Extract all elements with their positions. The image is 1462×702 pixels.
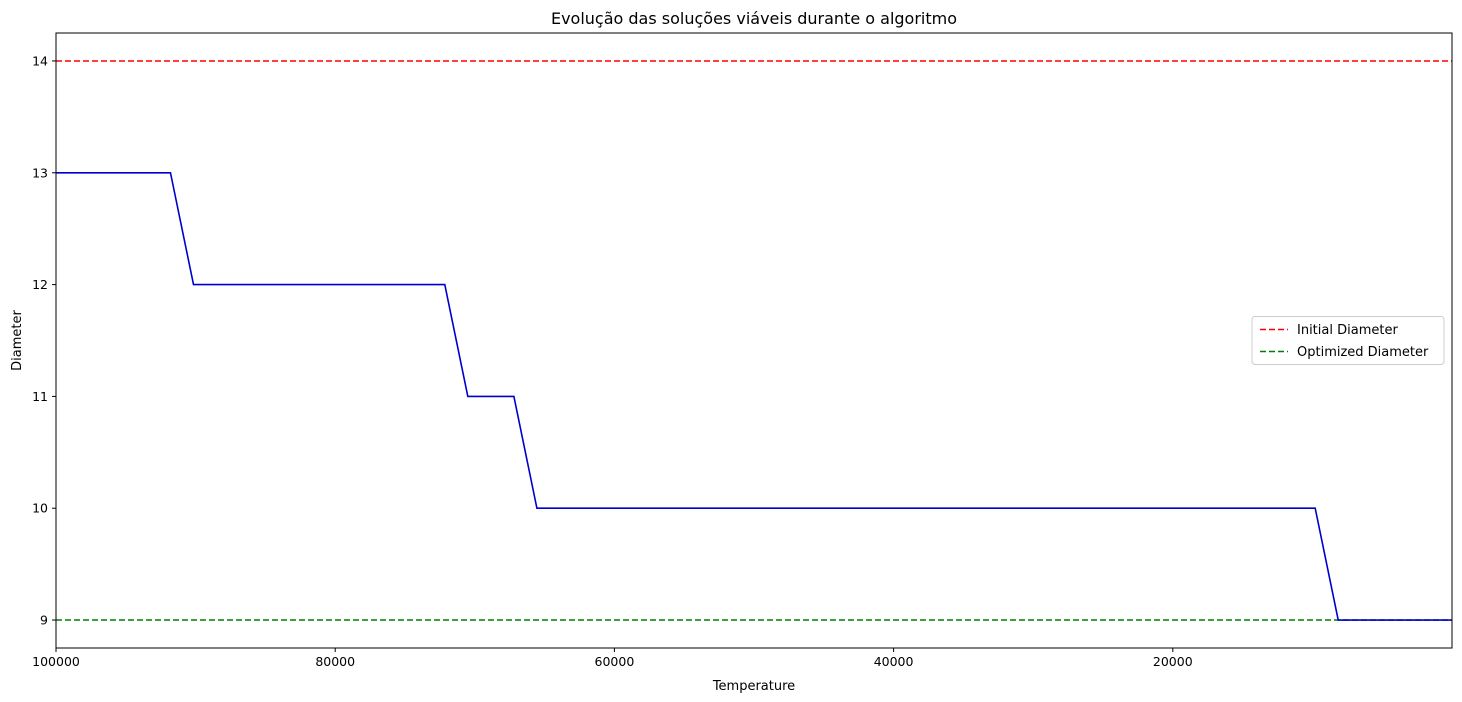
x-axis-label: Temperature: [712, 679, 795, 694]
x-tick-label: 80000: [315, 654, 355, 669]
y-tick-label: 13: [32, 165, 48, 180]
chart-title: Evolução das soluções viáveis durante o …: [551, 9, 957, 28]
legend-label: Optimized Diameter: [1297, 345, 1429, 360]
x-tick-label: 100000: [32, 654, 80, 669]
plot-area: [56, 60, 1452, 621]
y-tick-label: 9: [40, 613, 48, 628]
x-axis: 100000 80000 60000 40000 20000: [32, 648, 1193, 669]
x-tick-label: 40000: [874, 654, 914, 669]
y-tick-label: 11: [32, 389, 48, 404]
x-tick-label: 60000: [595, 654, 635, 669]
y-tick-label: 14: [32, 53, 48, 68]
plot-frame: [55, 32, 1453, 649]
legend-box: [1251, 316, 1445, 365]
series-line-1: [56, 171, 1452, 621]
legend-label: Initial Diameter: [1297, 323, 1398, 338]
y-tick-label: 12: [32, 277, 48, 292]
x-tick-label: 20000: [1153, 654, 1193, 669]
y-tick-label: 10: [32, 501, 48, 516]
y-axis-label: Diameter: [10, 310, 25, 371]
legend: Initial Diameter Optimized Diameter: [1251, 316, 1445, 365]
y-axis: 9 10 11 12 13 14: [32, 53, 56, 628]
